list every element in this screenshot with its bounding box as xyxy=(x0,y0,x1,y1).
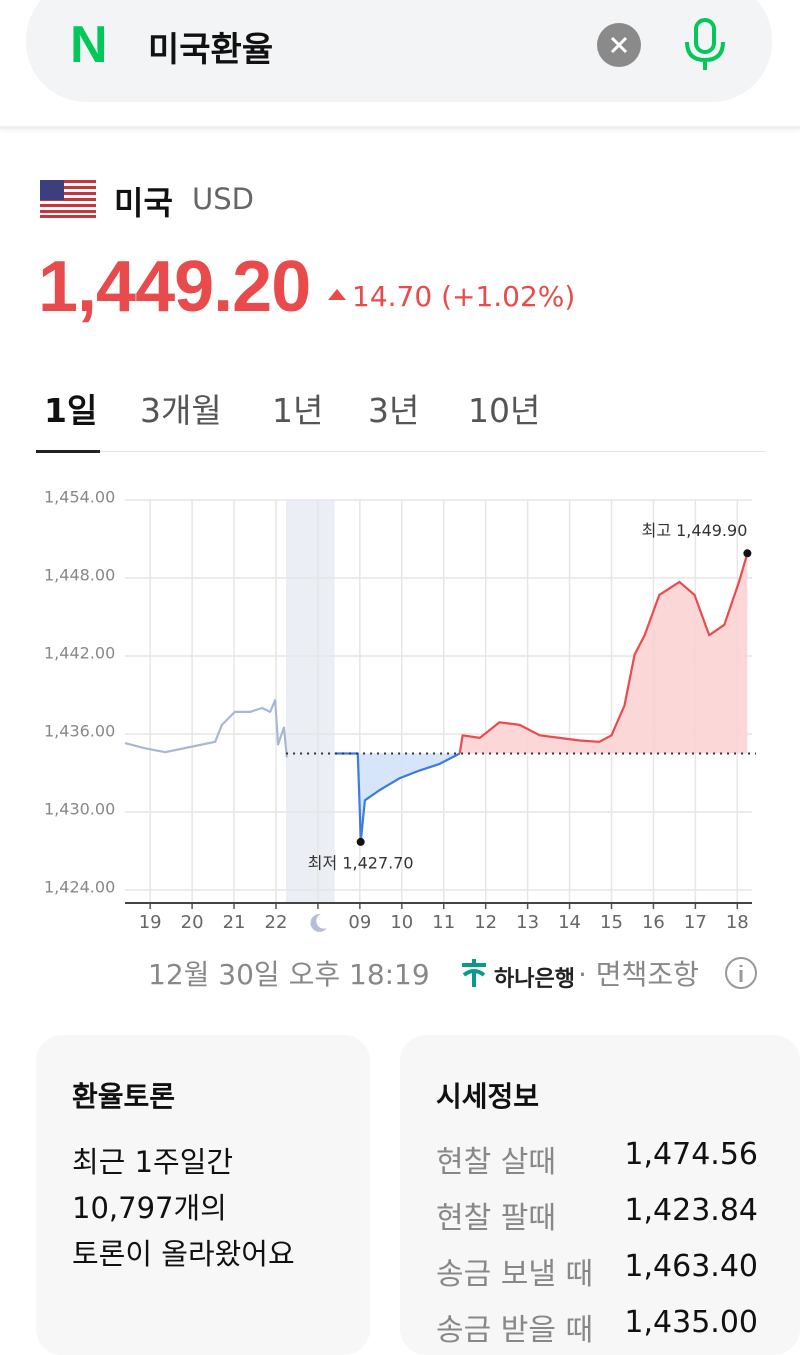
area xyxy=(334,753,460,842)
area xyxy=(459,553,748,754)
tab[interactable]: 1일 xyxy=(44,391,98,430)
line xyxy=(124,699,288,758)
x-tick-label: 11 xyxy=(432,912,455,933)
line xyxy=(458,552,749,754)
x-tick-label: 13 xyxy=(516,912,539,933)
x-tick-label: 15 xyxy=(600,912,623,933)
x-tick-label: 09 xyxy=(348,912,371,933)
x-tick-label: 21 xyxy=(223,912,246,933)
annotation: 최고 1,449.90 xyxy=(642,521,748,540)
x-tick-label: 19 xyxy=(139,912,162,933)
search-bar[interactable] xyxy=(26,0,772,102)
tab[interactable]: 1년 xyxy=(272,391,324,430)
tab-underline xyxy=(36,450,100,453)
update-time: 12월 30일 오후 18:19 xyxy=(148,958,430,991)
tab-divider xyxy=(36,451,765,452)
search-query[interactable]: 미국환율 xyxy=(148,30,274,70)
y-tick-label: 1,454.00 xyxy=(44,488,115,507)
country-name: 미국 xyxy=(114,184,173,222)
line xyxy=(334,752,461,843)
y-tick-label: 1,448.00 xyxy=(44,566,115,585)
annotation: 최저 1,427.70 xyxy=(308,853,414,872)
change-amount: 14.70 xyxy=(352,280,433,313)
info-label: 현찰 살때 xyxy=(436,1145,556,1180)
night-icon xyxy=(310,913,327,932)
x-tick-label: 17 xyxy=(684,912,707,933)
info-label: 현찰 팔때 xyxy=(436,1201,556,1236)
card-text: 최근 1주일간 xyxy=(72,1145,234,1179)
info-icon[interactable] xyxy=(724,956,758,990)
info-label: 송금 보낼 때 xyxy=(436,1257,594,1292)
card-text: 10,797개의 xyxy=(72,1191,227,1225)
x-tick-label: 16 xyxy=(642,912,665,933)
info-label: 송금 받을 때 xyxy=(436,1313,594,1348)
card-title: 환율토론 xyxy=(72,1080,176,1113)
tab[interactable]: 3년 xyxy=(368,391,420,430)
x-tick-label: 12 xyxy=(474,912,497,933)
divider xyxy=(0,126,800,129)
x-tick-label: 10 xyxy=(390,912,413,933)
clear-icon xyxy=(610,36,628,54)
card-text: 토론이 올라왔어요 xyxy=(72,1237,295,1271)
info-value: 1,463.40 xyxy=(624,1249,758,1284)
info-value: 1,423.84 xyxy=(624,1193,758,1228)
price-info-card[interactable]: 시세정보 현찰 살때 1,474.56 현찰 팔때 1,423.84 송금 보낼… xyxy=(400,1035,800,1355)
x-tick-label: 20 xyxy=(181,912,204,933)
discussion-card[interactable]: 환율토론 최근 1주일간 10,797개의 토론이 올라왔어요 xyxy=(36,1035,370,1355)
bank-name: 하나은행 xyxy=(494,967,575,992)
currency-code: USD xyxy=(192,182,254,216)
x-tick-label: 18 xyxy=(726,912,749,933)
y-tick-label: 1,442.00 xyxy=(44,644,115,663)
info-value: 1,474.56 xyxy=(624,1137,758,1172)
y-tick-label: 1,424.00 xyxy=(44,878,115,897)
night-shade xyxy=(286,500,335,903)
x-tick-label: 14 xyxy=(558,912,581,933)
disclaimer[interactable]: · 면책조항 xyxy=(578,958,699,991)
x-tick-label: 22 xyxy=(265,912,288,933)
clear-button[interactable] xyxy=(597,23,641,67)
us-flag xyxy=(40,180,96,218)
naver-logo[interactable]: N xyxy=(70,16,108,74)
chart: 1,454.00 1,448.00 1,442.00 1,436.00 1,430.00… xyxy=(44,488,756,933)
mic-button[interactable] xyxy=(680,18,730,74)
current-price: 1,449.20 xyxy=(38,247,311,327)
bank-logo xyxy=(462,959,486,987)
extreme-dot xyxy=(356,837,365,846)
tab[interactable]: 10년 xyxy=(468,391,541,430)
y-tick-label: 1,436.00 xyxy=(44,722,115,741)
tab[interactable]: 3개월 xyxy=(140,391,222,430)
extreme-dot xyxy=(743,549,752,558)
up-arrow xyxy=(328,289,346,300)
card-title: 시세정보 xyxy=(436,1080,540,1113)
change-percent: (+1.02%) xyxy=(441,280,576,313)
info-value: 1,435.00 xyxy=(624,1305,758,1340)
price-change: 14.70 (+1.02%) xyxy=(352,280,575,313)
y-tick-label: 1,430.00 xyxy=(44,800,115,819)
